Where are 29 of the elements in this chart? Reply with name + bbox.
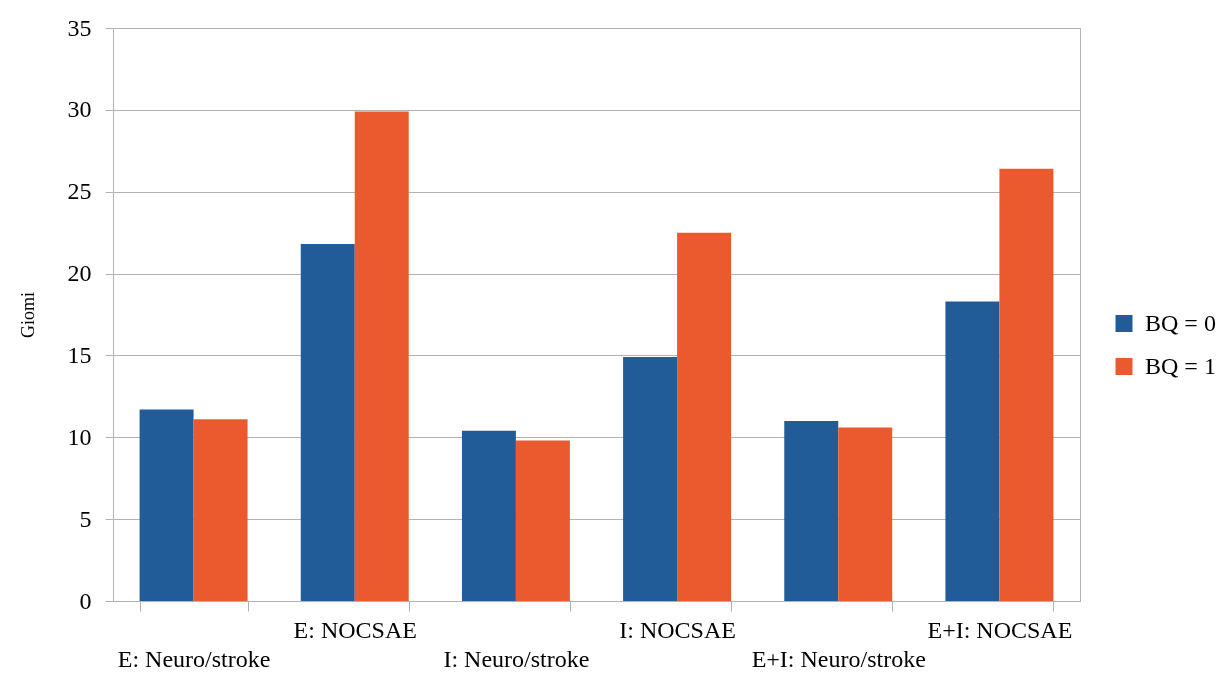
bar <box>139 409 194 601</box>
legend-label: BQ = 0 <box>1145 309 1216 336</box>
bar <box>784 420 839 601</box>
y-tick-label: 15 <box>67 341 92 368</box>
bar <box>838 427 893 601</box>
y-tick-label: 20 <box>67 260 92 287</box>
bar <box>677 232 732 601</box>
y-tick-label: 35 <box>67 14 92 41</box>
y-tick-label: 0 <box>79 587 92 614</box>
bar <box>193 419 248 601</box>
bar <box>945 301 1000 601</box>
bar <box>300 244 355 601</box>
y-tick-label: 10 <box>67 423 92 450</box>
y-axis-title: Giomi <box>17 291 38 339</box>
x-tick-label: E+I: Neuro/stroke <box>751 645 926 672</box>
x-tick-label: E: NOCSAE <box>293 616 417 643</box>
x-tick-label: E: Neuro/stroke <box>117 645 271 672</box>
y-tick-label: 25 <box>67 178 92 205</box>
bar <box>461 430 516 601</box>
bar <box>623 357 678 601</box>
x-tick-label: I: Neuro/stroke <box>443 645 590 672</box>
bar <box>999 168 1054 601</box>
y-tick-label: 5 <box>79 505 92 532</box>
bar <box>354 111 409 601</box>
bar <box>515 440 570 601</box>
x-tick-label: E+I: NOCSAE <box>927 616 1073 643</box>
legend-label: BQ = 1 <box>1145 352 1216 379</box>
y-tick-label: 30 <box>67 96 92 123</box>
x-tick-label: I: NOCSAE <box>619 616 736 643</box>
